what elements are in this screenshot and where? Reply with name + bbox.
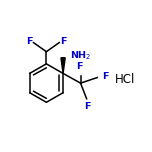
Text: F: F: [85, 102, 91, 111]
Text: F: F: [61, 37, 67, 46]
Text: F: F: [102, 72, 108, 81]
Text: NH$_2$: NH$_2$: [70, 50, 91, 62]
Text: F: F: [76, 62, 82, 71]
Text: F: F: [26, 37, 32, 46]
Text: HCl: HCl: [114, 73, 135, 86]
Polygon shape: [61, 58, 65, 73]
